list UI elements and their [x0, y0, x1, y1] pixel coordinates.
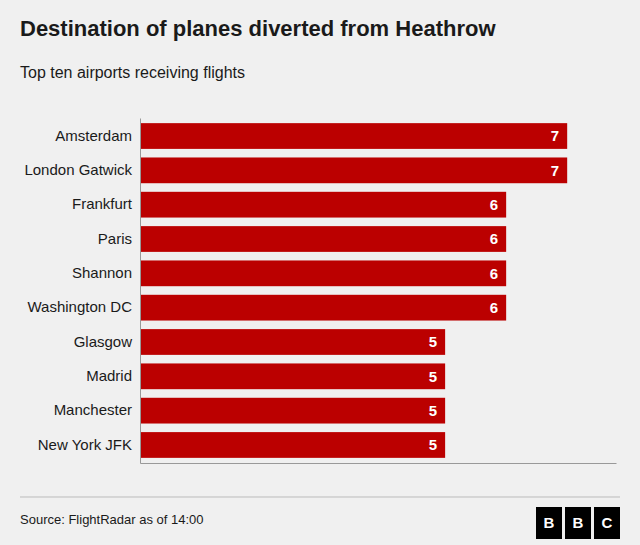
y-axis: Amsterdam London Gatwick Frankfurt Paris Sha… — [24, 119, 140, 464]
logo-letter: B — [544, 514, 555, 531]
y-tick-label: Madrid — [86, 367, 132, 384]
y-tick-label: Paris — [98, 230, 132, 247]
y-tick-label: Shannon — [72, 264, 132, 281]
y-tick: Frankfurt — [72, 195, 133, 212]
logo-letter: B — [573, 514, 584, 531]
y-tick: London Gatwick — [24, 161, 132, 178]
y-tick: Manchester — [54, 401, 132, 418]
bars — [140, 123, 567, 458]
data-label: 6 — [490, 230, 498, 247]
y-tick-label: Manchester — [54, 401, 132, 418]
title: Destination of planes diverted from Heat… — [20, 16, 496, 41]
data-labels: 7 7 6 6 6 6 5 5 5 5 — [429, 127, 559, 453]
data-label: 5 — [429, 402, 437, 419]
y-tick-label: New York JFK — [38, 436, 132, 453]
bar — [140, 295, 506, 321]
data-label: 7 — [551, 127, 559, 144]
y-tick-label: Washington DC — [28, 298, 133, 315]
logo-letter: C — [602, 514, 613, 531]
bar — [140, 192, 506, 218]
y-tick-label: Amsterdam — [55, 127, 132, 144]
bar — [140, 329, 445, 355]
separator — [20, 497, 620, 498]
logo-box — [565, 507, 591, 539]
x-axis-line — [141, 463, 617, 464]
bar — [140, 260, 506, 286]
data-label: 5 — [429, 368, 437, 385]
y-axis-line — [140, 119, 141, 464]
source: Source: FlightRadar as of 14:00 — [20, 512, 204, 527]
y-tick: Madrid — [86, 367, 132, 384]
y-tick: Amsterdam — [55, 127, 132, 144]
data-label: 7 — [551, 162, 559, 179]
bar — [140, 398, 445, 424]
data-label: 5 — [429, 436, 437, 453]
y-tick-label: London Gatwick — [24, 161, 132, 178]
y-tick: New York JFK — [38, 436, 132, 453]
bar — [140, 123, 567, 149]
y-tick: Washington DC — [28, 298, 133, 315]
logo-box — [594, 507, 620, 539]
data-label: 6 — [490, 299, 498, 316]
y-tick-label: Glasgow — [74, 333, 133, 350]
chart: Destination of planes diverted from Heat… — [0, 0, 640, 545]
y-tick: Shannon — [72, 264, 132, 281]
plot: 7 7 6 6 6 6 5 5 5 5 Amsterdam London Gatwick Frankfu… — [24, 119, 616, 464]
logo: BBC — [536, 507, 620, 539]
background — [0, 0, 640, 545]
x-axis — [141, 463, 617, 464]
logo-box — [536, 507, 562, 539]
data-label: 6 — [490, 265, 498, 282]
y-tick: Glasgow — [74, 333, 133, 350]
y-tick: Paris — [98, 230, 132, 247]
bar — [140, 157, 567, 183]
data-label: 6 — [490, 196, 498, 213]
subtitle: Top ten airports receiving flights — [20, 64, 245, 81]
bar — [140, 226, 506, 252]
bar — [140, 432, 445, 458]
y-tick-label: Frankfurt — [72, 195, 133, 212]
bar — [140, 363, 445, 389]
data-label: 5 — [429, 333, 437, 350]
